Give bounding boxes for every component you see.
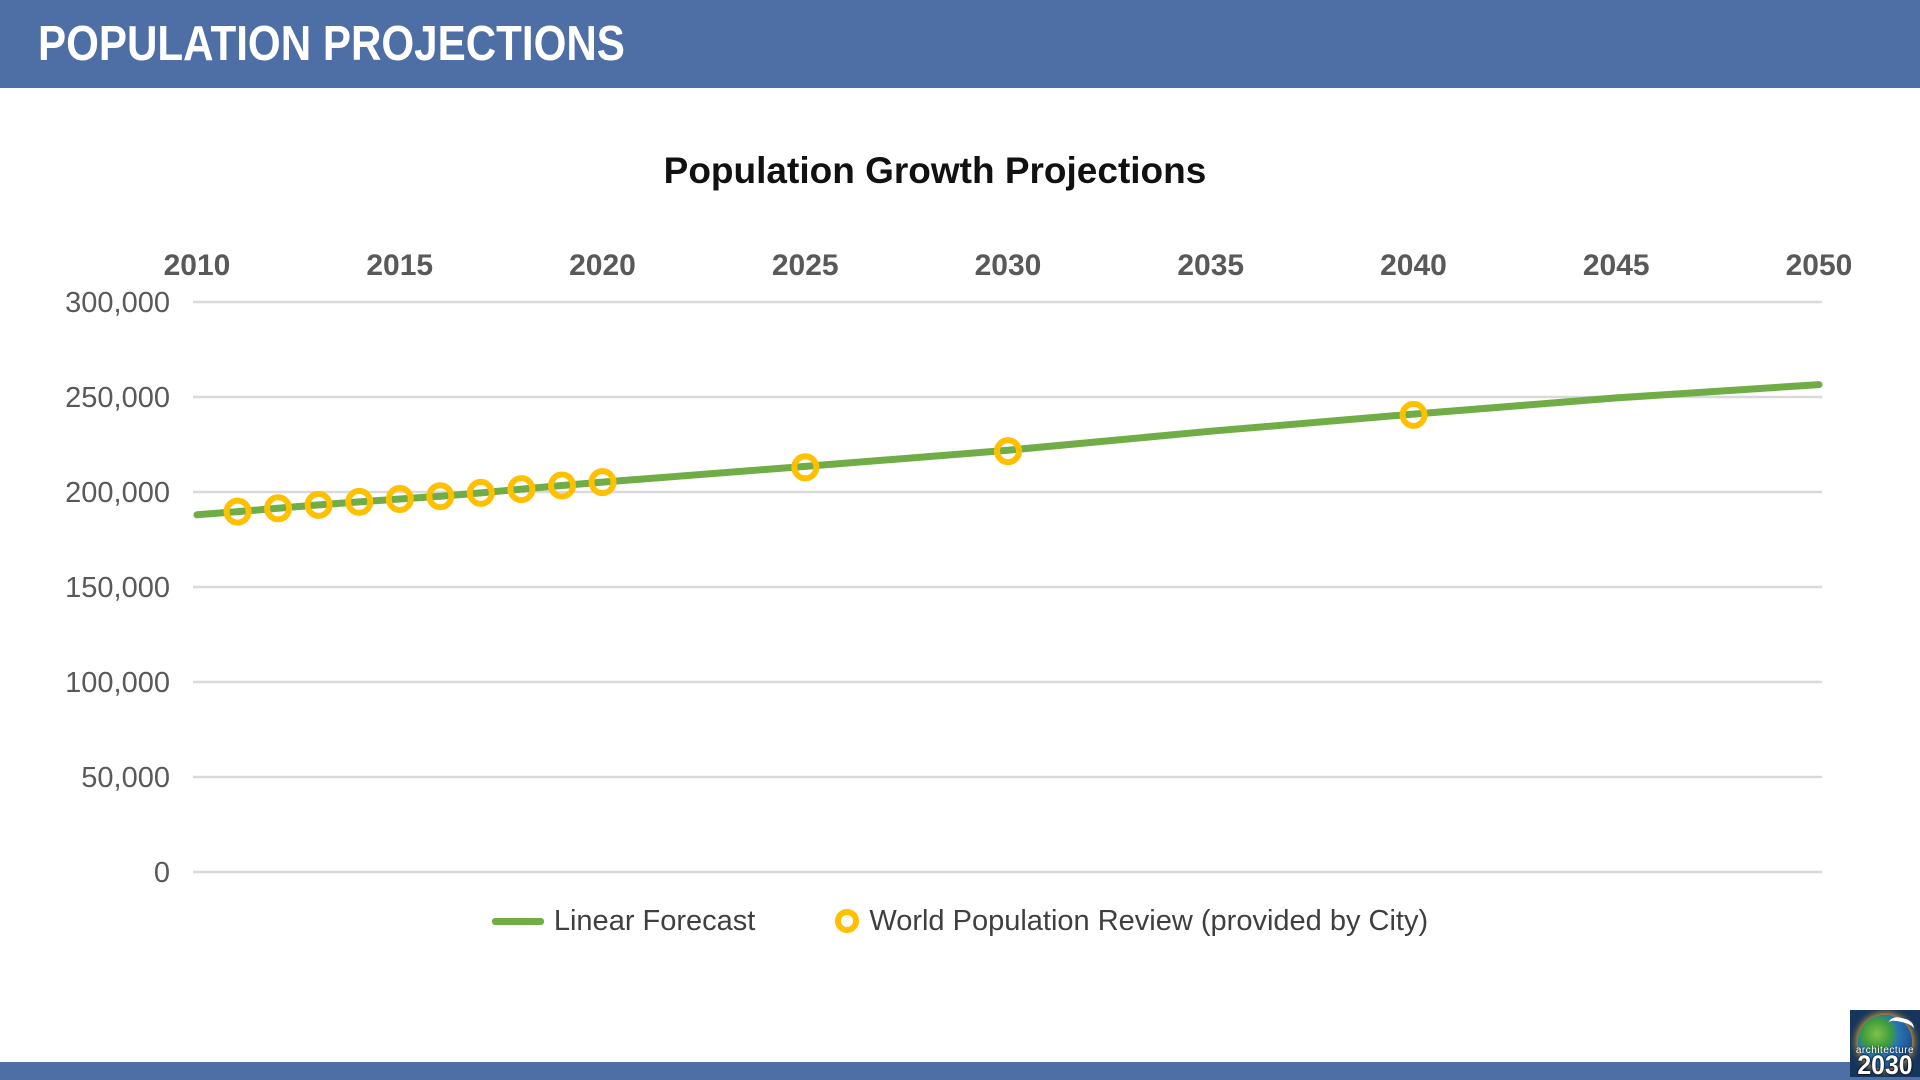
logo-small-text: architecture	[1855, 1045, 1915, 1056]
wpr-data-point	[466, 478, 495, 507]
x-tick-label: 2035	[1177, 249, 1244, 282]
globe-icon	[1858, 1015, 1912, 1069]
slide-footer-bar	[0, 1062, 1920, 1080]
y-tick-label: 0	[154, 857, 170, 889]
wpr-data-point	[264, 494, 293, 523]
slide-header-bar: POPULATION PROJECTIONS	[0, 0, 1920, 88]
wpr-data-point	[385, 485, 414, 513]
wpr-data-point	[507, 475, 536, 504]
legend-label: Linear Forecast	[553, 904, 756, 937]
wpr-data-point	[304, 490, 333, 519]
wpr-ring-swatch-icon	[835, 909, 860, 933]
architecture-2030-logo: architecture 2030	[1850, 1010, 1920, 1077]
y-tick-label: 50,000	[81, 762, 170, 794]
wpr-data-point	[223, 497, 252, 526]
forecast-line	[193, 381, 1823, 519]
wpr-data-point	[791, 453, 820, 482]
wpr-data-point	[588, 468, 617, 497]
x-tick-label: 2010	[164, 249, 231, 282]
legend-item-world-population-review: World Population Review (provided by Cit…	[835, 905, 1428, 938]
logo-big-text: 2030	[1857, 1050, 1913, 1077]
y-tick-label: 300,000	[65, 287, 170, 319]
x-tick-label: 2040	[1380, 249, 1447, 282]
y-tick-label: 200,000	[65, 477, 170, 509]
slide-title: POPULATION PROJECTIONS	[38, 17, 625, 71]
x-tick-label: 2030	[975, 249, 1042, 282]
x-tick-label: 2025	[772, 249, 839, 282]
linear-forecast-line-swatch-icon	[491, 917, 544, 925]
wpr-data-point	[548, 471, 576, 500]
wpr-data-point	[345, 487, 374, 516]
y-tick-label: 150,000	[65, 572, 170, 604]
x-tick-label: 2020	[569, 249, 636, 282]
x-tick-label: 2050	[1786, 249, 1853, 282]
y-tick-label: 100,000	[65, 667, 170, 699]
x-tick-label: 2045	[1583, 249, 1650, 282]
y-tick-label: 250,000	[65, 382, 170, 414]
wpr-data-point	[994, 437, 1022, 466]
chart-legend: Linear Forecast World Population Review …	[0, 901, 1920, 941]
wpr-data-point	[1399, 400, 1428, 429]
legend-item-linear-forecast: Linear Forecast	[491, 904, 756, 938]
chart-title: Population Growth Projections	[663, 150, 1207, 191]
legend-label: World Population Review (provided by Cit…	[869, 904, 1429, 937]
wpr-data-point	[426, 482, 455, 511]
x-tick-label: 2015	[366, 249, 433, 282]
